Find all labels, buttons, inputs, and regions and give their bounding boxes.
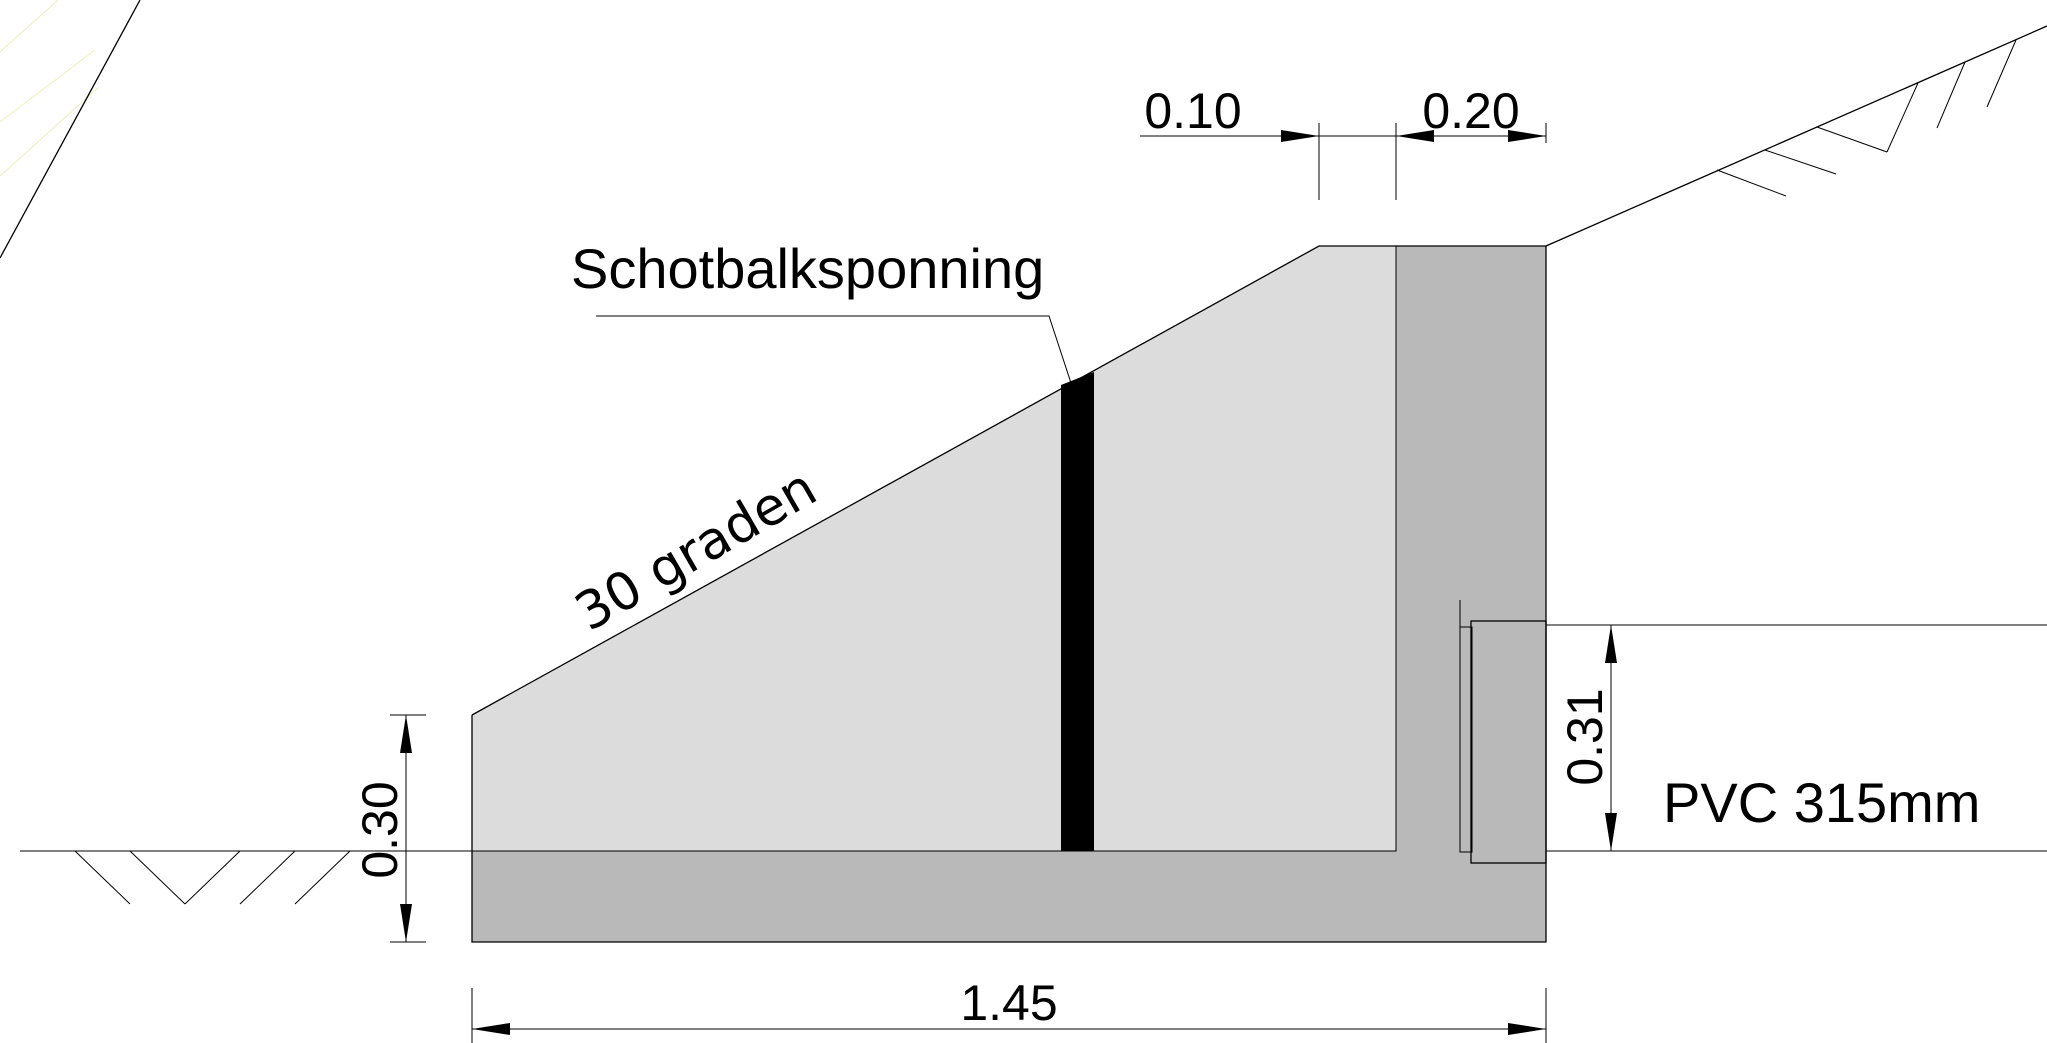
dim-label-top-left: 0.10 (1144, 83, 1241, 139)
vertical-wall (1396, 246, 1546, 851)
dimension-arrow (400, 904, 412, 942)
faint-hatch-line (0, 0, 59, 53)
structure-outline (471, 245, 1547, 943)
dimension-arrow (1508, 1023, 1546, 1035)
faint-hatch-lines (0, 0, 99, 177)
ground-hatch-stroke (184, 850, 241, 905)
dimension-arrow (1605, 813, 1617, 851)
terrain-hatch-stroke (1764, 149, 1837, 175)
terrain-hatch-stroke (1886, 82, 1919, 153)
dimension-arrow (1508, 130, 1546, 142)
dimension-bottom (471, 988, 1547, 1043)
dim-label-top-right: 0.20 (1422, 83, 1519, 139)
dimension-top (1140, 123, 1547, 200)
faint-hatch-line (0, 49, 96, 123)
terrain-line-left (0, 0, 141, 259)
dim-label-bottom-width: 1.45 (960, 975, 1057, 1031)
terrain-hatch-stroke (1716, 169, 1787, 197)
groove-label: Schotbalksponning (571, 237, 1044, 300)
pipe-label: PVC 315mm (1663, 771, 1980, 834)
dimension-arrow (1396, 130, 1434, 142)
terrain-hatch-right (1716, 39, 2017, 197)
base-slab (472, 851, 1546, 942)
groove (1061, 372, 1094, 851)
dimension-left (390, 714, 426, 943)
ground-hatch-left (74, 850, 351, 905)
terrain-hatch-stroke (1816, 126, 1888, 153)
terrain-hatch-stroke (1986, 39, 2017, 108)
ground-hatch-stroke (294, 850, 351, 905)
slope-body (472, 246, 1396, 851)
dimension-arrow (1281, 130, 1319, 142)
groove-leader-line (596, 315, 1072, 384)
terrain-hatch-stroke (1936, 61, 1966, 129)
inner-outline (472, 246, 1397, 852)
dimension-arrow (1605, 625, 1617, 663)
faint-hatch-line (0, 87, 99, 177)
dimension-arrow (472, 1023, 510, 1035)
pvc-pipe (1470, 620, 1547, 864)
dim-label-left-height: 0.30 (352, 781, 408, 878)
dimension-pipe (1605, 625, 1617, 851)
ground-hatch-stroke (239, 850, 296, 905)
dimension-arrow (400, 715, 412, 753)
dim-label-pipe-height: 0.31 (1557, 688, 1613, 785)
terrain-line-right (1545, 25, 2047, 247)
pipe-flange (1459, 626, 1473, 853)
ground-hatch-stroke (129, 850, 186, 905)
ground-hatch-stroke (74, 850, 131, 905)
